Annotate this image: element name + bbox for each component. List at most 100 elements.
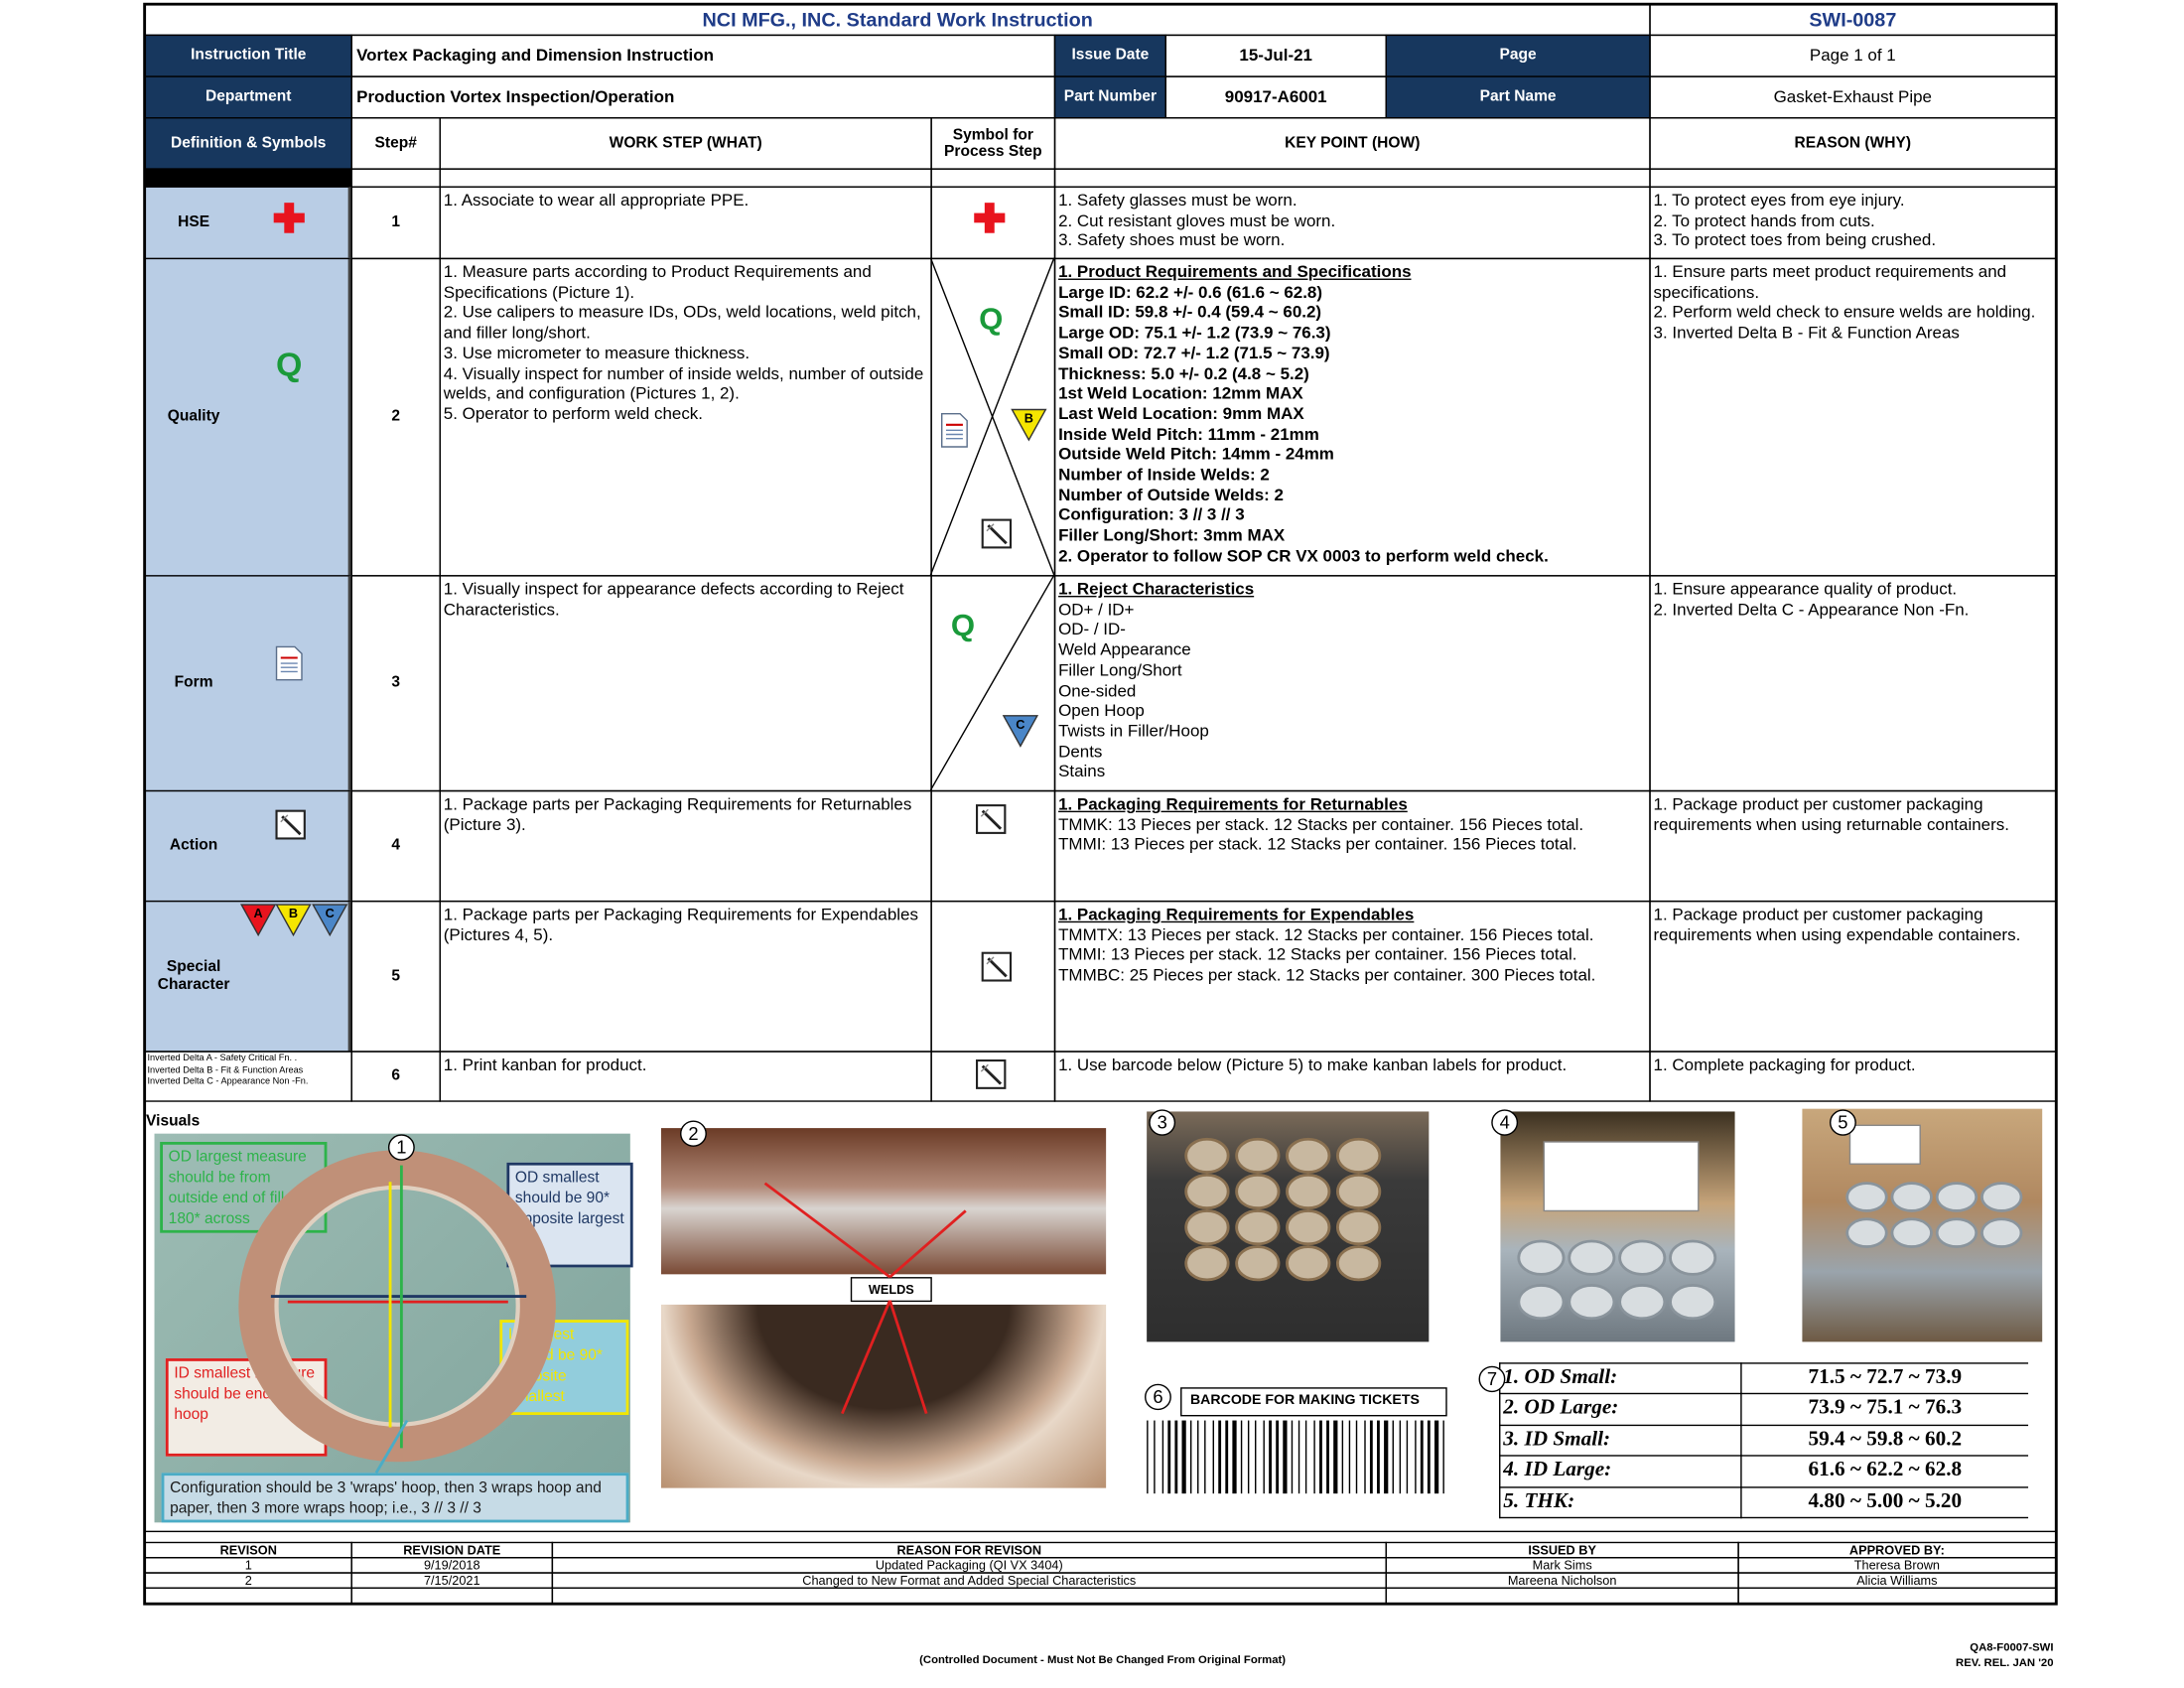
key-point: 1. Product Requirements and Specificatio… [1053, 257, 1651, 577]
dim-label: 2. OD Large: [1499, 1393, 1742, 1426]
category-cell: Special Character [144, 900, 352, 1053]
reason-line: 1. Package product per customer packagin… [1653, 794, 2009, 834]
key-line: 2. Cut resistant gloves must be worn. [1058, 211, 1336, 230]
revision-cell [1737, 1587, 2057, 1605]
key-line: Stains [1058, 762, 1106, 781]
key-line: Dents [1058, 741, 1103, 762]
revision-cell: Theresa Brown [1737, 1557, 2057, 1574]
key-line: TMMI: 13 Pieces per stack. 12 Stacks per… [1058, 834, 1577, 855]
key-line: One-sided [1058, 680, 1137, 700]
dim-label: 4. ID Large: [1499, 1456, 1742, 1488]
spacer-bar [144, 168, 352, 188]
note-od-largest: OD largest measure should be from outsid… [160, 1142, 328, 1233]
key-line: Thickness: 5.0 +/- 0.2 (4.8 ~ 5.2) [1058, 362, 1309, 383]
symbol-cell [930, 257, 1056, 577]
key-line: Large OD: 75.1 +/- 1.2 (73.9 ~ 76.3) [1058, 323, 1331, 343]
work-line: 2. Use calipers to measure IDs, ODs, wel… [443, 302, 921, 343]
key-title: 1. Product Requirements and Specificatio… [1058, 261, 1412, 282]
category-name: Form [174, 674, 213, 691]
revision-header: REASON FOR REVISON [551, 1541, 1387, 1559]
revision-cell [1385, 1587, 1739, 1605]
key-line: TMMI: 13 Pieces per stack. 12 Stacks per… [1058, 944, 1577, 965]
revision-cell [551, 1587, 1387, 1605]
barcode-title: BARCODE FOR MAKING TICKETS [1180, 1387, 1447, 1417]
work-step: 1. Package parts per Packaging Requireme… [439, 789, 932, 903]
reason-line: 1. Package product per customer packagin… [1653, 905, 2021, 944]
info-value: Vortex Packaging and Dimension Instructi… [350, 34, 1056, 77]
reason-line: 1. To protect eyes from eye injury. [1653, 190, 1905, 211]
reason: 1. Ensure parts meet product requirement… [1649, 257, 2057, 577]
key-point: 1. Use barcode below (Picture 5) to make… [1053, 1051, 1651, 1102]
category-cell: HSE [144, 186, 352, 260]
reason-line: 3. Inverted Delta B - Fit & Function Are… [1653, 323, 1960, 343]
key-line: Configuration: 3 // 3 // 3 [1058, 504, 1245, 525]
key-line: TMMK: 13 Pieces per stack. 12 Stacks per… [1058, 814, 1584, 834]
info-label: Instruction Title [144, 34, 352, 77]
category-name: Action [169, 837, 218, 854]
revision-header: ISSUED BY [1385, 1541, 1739, 1559]
footer-note: (Controlled Document - Must Not Be Chang… [919, 1653, 1287, 1666]
category-cell: Form [144, 575, 352, 792]
key-line: Large ID: 62.2 +/- 0.6 (61.6 ~ 62.8) [1058, 282, 1323, 302]
step-number: 2 [350, 257, 441, 577]
dim-label: 3. ID Small: [1499, 1424, 1742, 1457]
revision-cell [350, 1587, 554, 1605]
column-header: Symbol for Process Step [930, 117, 1056, 170]
step-number: 6 [350, 1051, 441, 1102]
key-line: 2. Operator to follow SOP CR VX 0003 to … [1058, 545, 1549, 566]
revision-header: APPROVED BY: [1737, 1541, 2057, 1559]
revision-cell: Alicia Williams [1737, 1572, 2057, 1590]
info-label: Part Name [1385, 75, 1651, 119]
dim-label: 5. THK: [1499, 1486, 1742, 1519]
reason-line: 1. Complete packaging for product. [1653, 1055, 1916, 1074]
revision-cell: Mareena Nicholson [1385, 1572, 1739, 1590]
key-line: TMMTX: 13 Pieces per stack. 12 Stacks pe… [1058, 924, 1594, 944]
work-line: 1. Package parts per Packaging Requireme… [443, 905, 918, 944]
info-label: Part Number [1053, 75, 1166, 119]
info-value: Production Vortex Inspection/Operation [350, 75, 1056, 119]
key-line: TMMBC: 25 Pieces per stack. 12 Stacks pe… [1058, 965, 1596, 985]
info-label: Department [144, 75, 352, 119]
photo-welds-bottom [660, 1304, 1107, 1488]
legend-line: Inverted Delta C - Appearance Non -Fn. [147, 1076, 309, 1087]
dim-value: 61.6 ~ 62.2 ~ 62.8 [1740, 1455, 2029, 1488]
key-line: Filler Long/Short: 3mm MAX [1058, 525, 1286, 545]
key-line: Twists in Filler/Hoop [1058, 721, 1209, 741]
info-label: Page [1385, 34, 1651, 77]
reason-line: 1. Ensure appearance quality of product. [1653, 579, 1958, 599]
key-line: Last Weld Location: 9mm MAX [1058, 403, 1304, 424]
step-number: 4 [350, 789, 441, 903]
info-value: 15-Jul-21 [1164, 34, 1387, 77]
footer-form: QA8-F0007-SWI [1970, 1640, 2054, 1654]
work-line: 4. Visually inspect for number of inside… [443, 362, 924, 403]
reason-line: 3. To protect toes from being crushed. [1653, 230, 1937, 250]
spacer-cell [1053, 168, 1651, 188]
key-line: Number of Inside Welds: 2 [1058, 465, 1270, 485]
photo-expendable-1 [1500, 1111, 1735, 1342]
category-name: HSE [178, 213, 210, 230]
key-point: 1. Packaging Requirements for Returnable… [1053, 789, 1651, 903]
spacer-cell [439, 168, 932, 188]
key-line: 1. Use barcode below (Picture 5) to make… [1058, 1055, 1568, 1074]
work-step: 1. Print kanban for product. [439, 1051, 932, 1102]
dims-frame [1499, 1362, 2029, 1519]
note-configuration: Configuration should be 3 'wraps' hoop, … [161, 1473, 629, 1523]
key-point: 1. Safety glasses must be worn. 2. Cut re… [1053, 186, 1651, 260]
reason-line: 2. Inverted Delta C - Appearance Non -Fn… [1653, 599, 1970, 620]
revision-cell: Updated Packaging (QI VX 3404) [551, 1557, 1387, 1574]
key-line: Small ID: 59.8 +/- 0.4 (59.4 ~ 60.2) [1058, 302, 1322, 323]
column-header: WORK STEP (WHAT) [439, 117, 932, 170]
revision-cell: Mark Sims [1385, 1557, 1739, 1574]
step-number: 1 [350, 186, 441, 260]
reason: 1. To protect eyes from eye injury. 2. To… [1649, 186, 2057, 260]
step-number: 5 [350, 900, 441, 1053]
note-id-smallest: ID smallest measure should be end of hoo… [165, 1358, 328, 1457]
category-cell: Action [144, 789, 352, 903]
reason-line: 2. Perform weld check to ensure welds ar… [1653, 302, 2036, 323]
key-line: Outside Weld Pitch: 14mm - 24mm [1058, 444, 1334, 465]
work-line: 1. Visually inspect for appearance defec… [443, 579, 904, 620]
key-line: OD+ / ID+ [1058, 599, 1135, 620]
dim-value: 73.9 ~ 75.1 ~ 76.3 [1740, 1393, 2029, 1426]
